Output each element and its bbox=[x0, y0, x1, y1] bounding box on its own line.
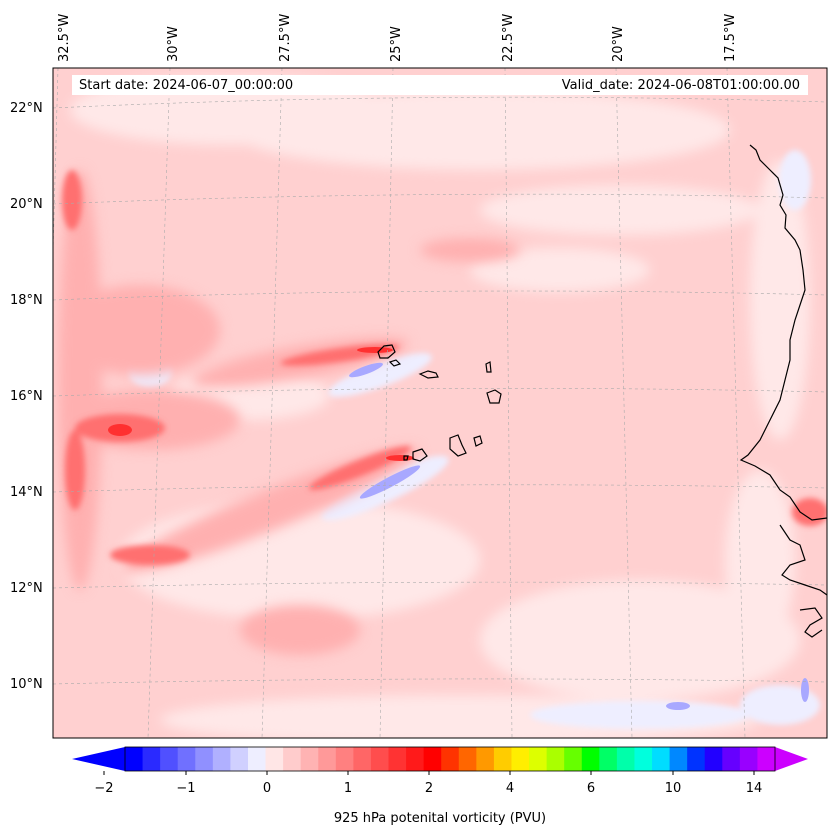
cb-tick-3: 1 bbox=[344, 781, 352, 796]
colorbar-segment bbox=[230, 747, 249, 771]
lat-label-4: 14°N bbox=[10, 485, 43, 500]
colorbar-segment bbox=[704, 747, 723, 771]
colorbar-frame bbox=[124, 746, 776, 772]
colorbar-segment bbox=[212, 747, 231, 771]
lat-label-0: 22°N bbox=[10, 101, 43, 116]
header-strip bbox=[72, 75, 808, 95]
colorbar-segment bbox=[406, 747, 425, 771]
colorbar-segment bbox=[300, 747, 319, 771]
colorbar-segment bbox=[757, 747, 776, 771]
colorbar-segment bbox=[388, 747, 407, 771]
colorbar-segment bbox=[195, 747, 214, 771]
colorbar-segment bbox=[652, 747, 671, 771]
start-date-label: Start date: 2024-06-07_00:00:00 bbox=[79, 78, 294, 93]
colorbar-segment bbox=[722, 747, 741, 771]
colorbar-segment bbox=[247, 747, 267, 771]
coastlines bbox=[377, 144, 827, 638]
gridlines bbox=[53, 68, 827, 738]
colorbar-segment bbox=[335, 747, 354, 771]
cb-tick-0: −2 bbox=[94, 781, 113, 796]
colorbar-segment bbox=[581, 747, 600, 771]
lon-label-1: 30°W bbox=[166, 26, 181, 62]
lon-label-6: 17.5°W bbox=[723, 14, 738, 62]
colorbar-segment bbox=[476, 747, 495, 771]
colorbar-segment bbox=[564, 747, 583, 771]
pv-field bbox=[53, 68, 827, 738]
strong-pv-bands bbox=[62, 170, 827, 565]
negative-pv-patches bbox=[128, 150, 820, 729]
colorbar-underflow-arrow bbox=[72, 747, 125, 771]
colorbar-segment bbox=[353, 747, 372, 771]
cb-tick-8: 14 bbox=[746, 781, 763, 796]
lon-label-2: 27.5°W bbox=[278, 14, 293, 62]
cb-tick-5: 4 bbox=[506, 781, 514, 796]
colorbar-segment bbox=[265, 747, 284, 771]
colorbar-segment bbox=[739, 747, 758, 771]
colorbar-segment bbox=[441, 747, 460, 771]
cb-tick-2: 0 bbox=[263, 781, 271, 796]
colorbar-segment bbox=[160, 747, 179, 771]
colorbar-segment bbox=[458, 747, 477, 771]
cb-tick-7: 10 bbox=[665, 781, 682, 796]
latitude-labels: 22°N 20°N 18°N 16°N 14°N 12°N 10°N bbox=[10, 101, 43, 692]
colorbar-segment bbox=[546, 747, 565, 771]
lon-label-5: 20°W bbox=[611, 26, 626, 62]
colorbar-segment bbox=[283, 747, 302, 771]
colorbar-segment bbox=[177, 747, 196, 771]
colorbar: −2 −1 0 1 2 4 6 10 14 925 hPa potenital … bbox=[72, 746, 808, 826]
lon-label-3: 25°W bbox=[389, 26, 404, 62]
colorbar-segment bbox=[599, 747, 618, 771]
valid-date-label: Valid_date: 2024-06-08T01:00:00.00 bbox=[561, 78, 800, 93]
colorbar-tick-marks bbox=[103, 771, 755, 775]
negative-pv-wakes bbox=[349, 362, 809, 710]
map-frame bbox=[52, 67, 828, 739]
cb-tick-6: 6 bbox=[587, 781, 595, 796]
colorbar-segment bbox=[125, 747, 144, 771]
colorbar-segment bbox=[634, 747, 653, 771]
colorbar-tick-labels: −2 −1 0 1 2 4 6 10 14 bbox=[94, 781, 762, 796]
lon-label-4: 22.5°W bbox=[501, 14, 516, 62]
lat-label-5: 12°N bbox=[10, 581, 43, 596]
lat-label-2: 18°N bbox=[10, 293, 43, 308]
colorbar-overflow-arrow bbox=[775, 747, 808, 771]
lat-label-3: 16°N bbox=[10, 389, 43, 404]
colorbar-segment bbox=[529, 747, 548, 771]
colorbar-segment bbox=[370, 747, 390, 771]
cb-tick-4: 2 bbox=[425, 781, 433, 796]
colorbar-segment bbox=[318, 747, 337, 771]
lon-label-0: 32.5°W bbox=[57, 14, 72, 62]
colorbar-segment bbox=[687, 747, 706, 771]
colorbar-segment bbox=[669, 747, 688, 771]
cb-tick-1: −1 bbox=[176, 781, 195, 796]
colorbar-label: 925 hPa potenital vorticity (PVU) bbox=[334, 811, 546, 826]
colorbar-segment bbox=[142, 747, 161, 771]
lat-label-6: 10°N bbox=[10, 677, 43, 692]
colorbar-segments bbox=[125, 747, 776, 771]
colorbar-segment bbox=[493, 747, 512, 771]
longitude-labels: 32.5°W 30°W 27.5°W 25°W 22.5°W 20°W 17.5… bbox=[57, 14, 738, 62]
colorbar-segment bbox=[423, 747, 442, 771]
colorbar-segment bbox=[511, 747, 530, 771]
colorbar-segment bbox=[616, 747, 635, 771]
lat-label-1: 20°N bbox=[10, 197, 43, 212]
